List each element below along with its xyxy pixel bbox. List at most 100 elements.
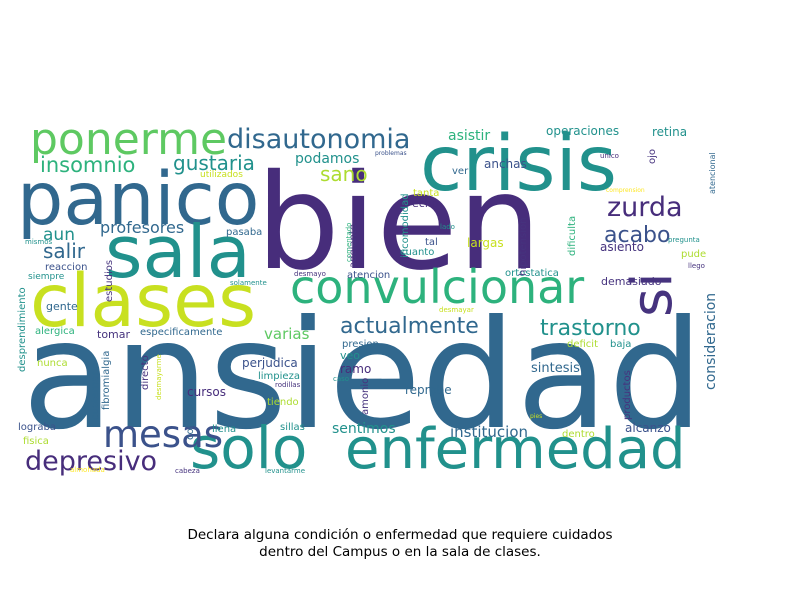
- caption-line-2: dentro del Campus o en la sala de clases…: [259, 544, 541, 560]
- word-sillas: sillas: [280, 422, 305, 433]
- word-profesores: profesores: [100, 218, 184, 237]
- word-aun: aun: [43, 225, 75, 245]
- word-desmayar: desmayar: [439, 306, 474, 314]
- word-pude: pude: [681, 249, 706, 260]
- word-productos: productos: [622, 370, 633, 420]
- word-desmayo: desmayo: [294, 270, 326, 278]
- word-actualmente: actualmente: [340, 314, 479, 339]
- word-presion: presion: [342, 339, 379, 350]
- word-directo: directo: [140, 355, 151, 390]
- word-ponerme: ponerme: [30, 118, 227, 165]
- word-desprendimiento: desprendimiento: [17, 287, 28, 372]
- word-problemas: problemas: [375, 150, 407, 157]
- word-limpieza: limpieza: [258, 371, 300, 382]
- word-ansiedad: ansiedad: [22, 289, 703, 463]
- word-utilizados: utilizados: [200, 170, 243, 180]
- word-cursos: cursos: [187, 385, 226, 399]
- word-ortostatica: ortostatica: [505, 268, 559, 279]
- word-salir: salir: [43, 239, 86, 263]
- word-nunca: nunca: [37, 358, 68, 369]
- word-fisica: fisica: [23, 436, 49, 447]
- word-retina: retina: [652, 125, 687, 139]
- word-clases: clases: [30, 259, 256, 344]
- word-gente: gente: [46, 300, 78, 313]
- word-crisis: crisis: [420, 120, 617, 209]
- word-institucion: institucion: [450, 423, 528, 441]
- word-insomnio: insomnio: [40, 153, 135, 177]
- word-demasiado: demasiado: [601, 275, 662, 288]
- word-especificamente: especificamente: [140, 327, 222, 338]
- word-cabeza: cabeza: [175, 467, 200, 475]
- word-asistir: asistir: [448, 128, 490, 144]
- word-cuanto: cuanto: [400, 247, 434, 258]
- word-consideracion: consideracion: [703, 293, 715, 390]
- word-convulcionar: convulcionar: [290, 260, 584, 314]
- word-atencion: atencion: [347, 270, 390, 281]
- word-gustaria: gustaria: [173, 151, 255, 175]
- word-contacto: contacto: [185, 396, 196, 440]
- word-comentado: comentado: [345, 223, 353, 262]
- word-pies: pies: [530, 413, 542, 420]
- word-tanta: tanta: [413, 188, 439, 199]
- word-incomodidad: incomodidad: [400, 193, 411, 258]
- word-siempre: siempre: [28, 272, 65, 282]
- word-alergica: alergica: [35, 326, 75, 337]
- word-podamos: podamos: [295, 151, 359, 167]
- word-rodillas: rodillas: [275, 381, 301, 389]
- word-ver: ver: [452, 166, 469, 177]
- word-deficit: deficit: [567, 339, 598, 350]
- word-desmayarme: desmayarme: [155, 354, 163, 400]
- word-sintesis: sintesis: [531, 361, 580, 376]
- word-anchas: anchas: [484, 157, 527, 171]
- word-varias: varias: [264, 325, 310, 343]
- word-sentimos: sentimos: [332, 421, 396, 437]
- word-depresivo: depresivo: [25, 446, 157, 477]
- word-solamente: solamente: [230, 279, 267, 287]
- word-llego: llego: [688, 262, 705, 270]
- caption-line-1: Declara alguna condición o enfermedad qu…: [187, 527, 613, 543]
- word-estudios: estudios: [104, 260, 115, 302]
- word-ramo: ramo: [340, 362, 371, 376]
- word-ojo: ojo: [647, 149, 658, 164]
- word-unico: unico: [600, 152, 619, 160]
- word-llena: llena: [212, 424, 236, 435]
- word-enfermedad: enfermedad: [345, 417, 686, 480]
- word-panico: panico: [17, 157, 259, 242]
- word-lograba: lograba: [18, 422, 56, 433]
- word-largas: largas: [467, 236, 504, 250]
- word-veo: veo: [340, 349, 360, 362]
- word-pregunta: pregunta: [668, 236, 700, 244]
- word-pasaba: pasaba: [226, 227, 262, 238]
- word-tiendo: tiendo: [267, 397, 299, 408]
- word-perjudica: perjudica: [242, 356, 298, 370]
- word-cuaternario: cuaternario: [90, 363, 101, 420]
- word-reprobe: reprobe: [405, 383, 452, 397]
- word-sano: sano: [320, 162, 368, 186]
- chart-caption: Declara alguna condición o enfermedad qu…: [0, 527, 800, 561]
- word-trastorno: trastorno: [540, 316, 641, 341]
- word-echo: echo: [412, 197, 439, 210]
- word-comprension: comprension: [606, 187, 645, 194]
- word-zurda: zurda: [607, 192, 683, 223]
- word-disautonomia: disautonomia: [227, 124, 410, 155]
- word-lado: lado: [440, 223, 455, 231]
- word-levantarme: levantarme: [265, 467, 305, 475]
- word-sala: sala: [105, 210, 251, 294]
- word-tomar: tomar: [97, 328, 130, 341]
- word-hipotension: hipotension: [518, 218, 529, 276]
- word-bien: bien: [256, 146, 541, 300]
- wordcloud-panel: ansiedad bien panico crisis sala clases solo en…: [15, 118, 715, 480]
- word-adelante: adelante: [348, 224, 359, 268]
- word-dificulta: dificulta: [567, 216, 578, 256]
- word-fibromialgia: fibromialgia: [101, 351, 112, 410]
- word-acabo: acabo: [604, 223, 670, 248]
- word-solo: solo: [190, 414, 307, 480]
- word-dentro: dentro: [562, 429, 595, 440]
- word-baja: baja: [610, 339, 631, 350]
- word-atencional: atencional: [708, 152, 715, 194]
- word-si: si: [620, 272, 685, 317]
- word-asiento: asiento: [600, 240, 644, 254]
- word-caso: caso: [333, 375, 349, 383]
- word-almohada: almohada: [70, 466, 105, 474]
- word-operaciones: operaciones: [546, 124, 619, 138]
